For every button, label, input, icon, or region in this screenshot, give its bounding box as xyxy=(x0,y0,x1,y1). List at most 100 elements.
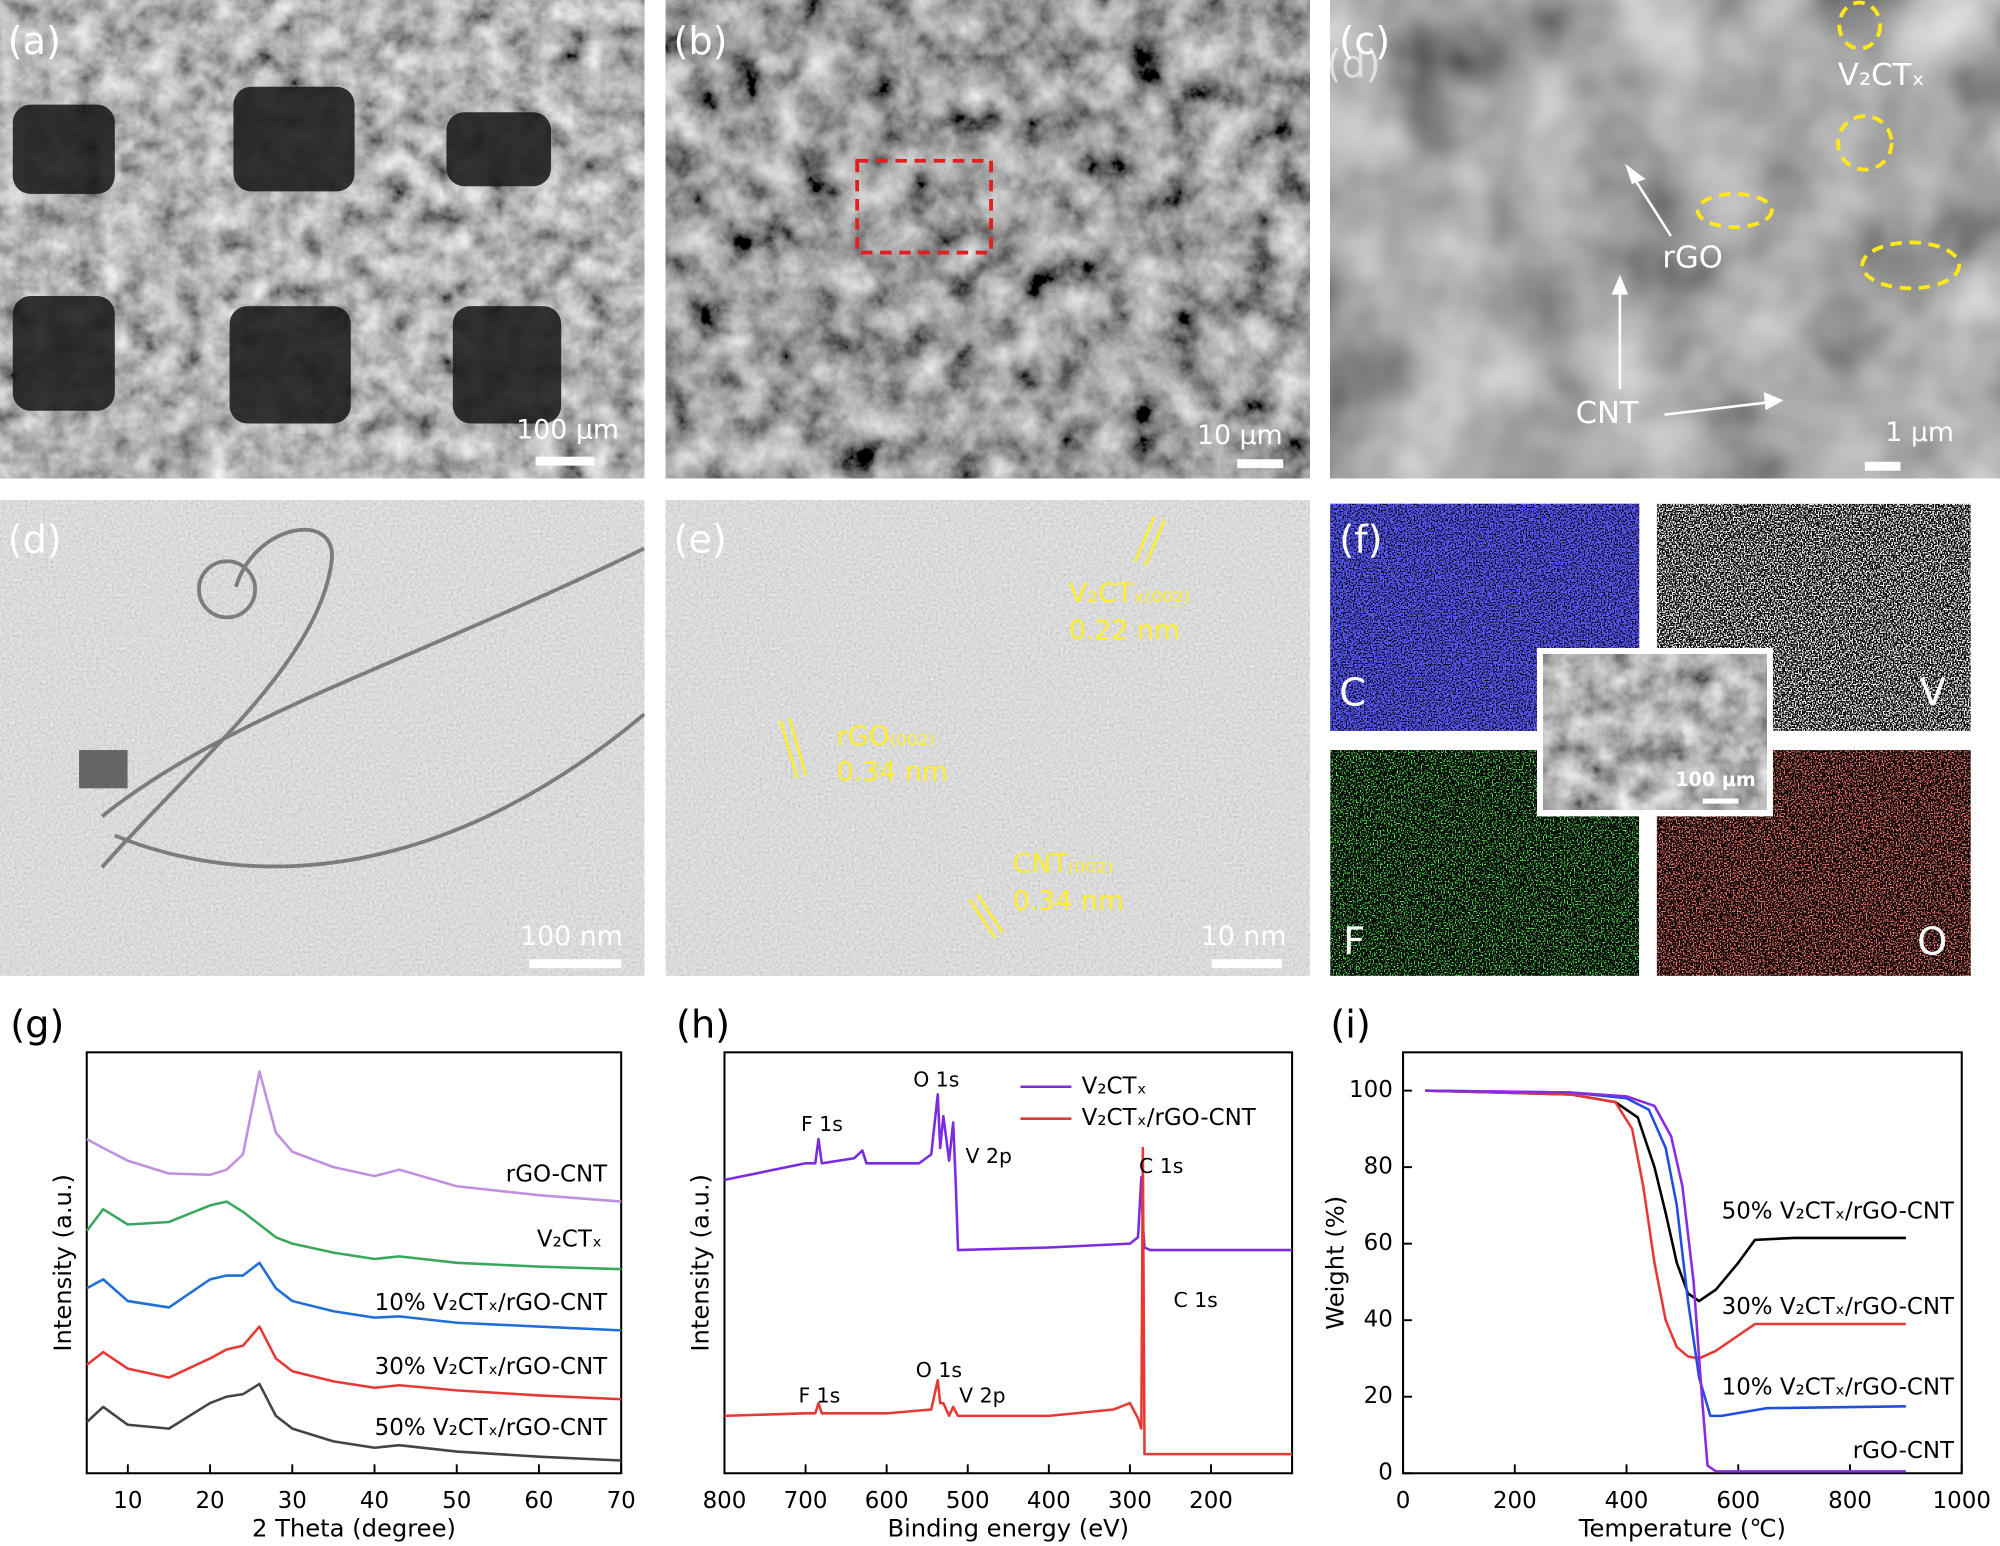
scale-bar xyxy=(1864,461,1901,471)
annotation: 0.22 nm xyxy=(1069,615,1180,646)
particle xyxy=(79,750,128,789)
map-label: O xyxy=(1917,919,1947,964)
series-label: V₂CTₓ xyxy=(537,1226,602,1252)
data-line xyxy=(1425,1089,1906,1303)
x-tick-label: 60 xyxy=(524,1488,553,1514)
panel-label: (a) xyxy=(8,19,61,64)
annotation: F 1s xyxy=(798,1384,840,1408)
data-line xyxy=(85,1325,622,1401)
annotation: F 1s xyxy=(801,1112,843,1136)
zoom-box xyxy=(855,158,993,255)
y-tick-label: 100 xyxy=(1349,1077,1393,1103)
inset-image xyxy=(1543,654,1767,810)
annotation: V₂CTₓ₍₀₀₂₎ xyxy=(1069,578,1190,609)
plot-frame xyxy=(85,1051,623,1475)
pores xyxy=(12,86,562,424)
scale-bar xyxy=(1237,459,1284,469)
annotation: 0.34 nm xyxy=(837,756,948,787)
x-axis-title: Binding energy (eV) xyxy=(887,1514,1129,1542)
scale-bar-label: 100 µm xyxy=(1675,768,1756,791)
data-line xyxy=(86,1070,622,1203)
scale-bar-label: 10 µm xyxy=(1197,420,1283,451)
series-label: 50% V₂CTₓ/rGO-CNT xyxy=(375,1415,608,1441)
map-label: V xyxy=(1920,671,1946,716)
x-tick-label: 300 xyxy=(1108,1488,1152,1514)
panel-label: (g) xyxy=(10,1002,64,1047)
panel-label: (f) xyxy=(1339,518,1382,563)
x-tick-label: 1000 xyxy=(1933,1488,1991,1514)
sem-image xyxy=(665,0,1310,479)
data-line xyxy=(1425,1089,1906,1360)
nanotubes xyxy=(100,527,646,869)
panel-e: (e) V₂CTₓ₍₀₀₂₎ 0.22 nm rGO₍₀₀₂₎ 0.34 nm … xyxy=(665,500,1310,976)
series-label: 10% V₂CTₓ/rGO-CNT xyxy=(1722,1374,1955,1400)
data-line xyxy=(1425,1089,1906,1473)
panel-a: (a) 100 µm xyxy=(0,0,645,479)
scale-bar xyxy=(529,959,622,969)
series-label: 30% V₂CTₓ/rGO-CNT xyxy=(375,1354,608,1380)
panel-label: (d) xyxy=(8,518,62,563)
annotation: CNT₍₀₀₂₎ xyxy=(1013,848,1113,879)
panel-d: (d) 100 nm xyxy=(0,500,646,976)
series-label: rGO-CNT xyxy=(506,1161,608,1187)
x-tick-label: 200 xyxy=(1493,1488,1537,1514)
x-tick-label: 500 xyxy=(946,1488,990,1514)
annotation: C 1s xyxy=(1139,1154,1183,1178)
panel-label: (i) xyxy=(1330,1002,1370,1047)
x-tick-label: 400 xyxy=(1027,1488,1071,1514)
arrows xyxy=(1611,163,1784,416)
y-axis-title: Intensity (a.u.) xyxy=(687,1174,715,1352)
data-line xyxy=(85,1382,622,1462)
panel-f: (f) C V F O 100 µm xyxy=(1330,503,1971,976)
data-line xyxy=(724,1146,1293,1456)
annotation: O 1s xyxy=(913,1067,959,1091)
x-tick-label: 30 xyxy=(278,1488,307,1514)
x-tick-label: 200 xyxy=(1189,1488,1233,1514)
scale-bar-label: 100 µm xyxy=(516,415,619,446)
x-tick-label: 10 xyxy=(113,1488,142,1514)
lattice-lines xyxy=(779,516,1166,939)
x-tick-label: 50 xyxy=(442,1488,471,1514)
x-tick-label: 70 xyxy=(607,1488,636,1514)
x-tick-label: 800 xyxy=(1828,1488,1872,1514)
legend-label: V₂CTₓ/rGO-CNT xyxy=(1082,1105,1257,1131)
x-tick-label: 0 xyxy=(1396,1488,1411,1514)
data-line xyxy=(86,1261,622,1332)
scale-bar xyxy=(535,456,595,466)
series-label: rGO-CNT xyxy=(1853,1438,1955,1464)
x-axis-title: 2 Theta (degree) xyxy=(252,1514,456,1542)
annotation: C 1s xyxy=(1173,1288,1217,1312)
y-tick-label: 60 xyxy=(1364,1230,1393,1256)
scale-bar-label: 10 nm xyxy=(1201,921,1287,952)
annotation: V 2p xyxy=(959,1384,1005,1408)
annotation: V 2p xyxy=(966,1144,1012,1168)
panel-label: (h) xyxy=(676,1002,730,1047)
series-label: 10% V₂CTₓ/rGO-CNT xyxy=(375,1290,608,1316)
x-tick-label: 700 xyxy=(784,1488,828,1514)
y-tick-label: 0 xyxy=(1378,1460,1393,1486)
legend-label: V₂CTₓ xyxy=(1082,1073,1147,1099)
x-tick-label: 400 xyxy=(1605,1488,1649,1514)
panel-label: (b) xyxy=(673,19,727,64)
map-label: F xyxy=(1343,919,1365,964)
x-tick-label: 20 xyxy=(195,1488,224,1514)
panel-label: (e) xyxy=(673,518,726,563)
v2ctx-markers xyxy=(1695,0,1962,291)
x-tick-label: 600 xyxy=(1716,1488,1760,1514)
plot-frame xyxy=(723,1051,1294,1475)
scale-bar-label: 100 nm xyxy=(520,921,623,952)
panel-b: (b) 10 µm xyxy=(665,0,1310,479)
x-tick-label: 40 xyxy=(360,1488,389,1514)
annotation: O 1s xyxy=(916,1358,962,1382)
tem-image xyxy=(665,500,1310,976)
y-tick-label: 80 xyxy=(1364,1154,1393,1180)
series-label: 30% V₂CTₓ/rGO-CNT xyxy=(1722,1294,1955,1320)
x-axis-title: Temperature (℃) xyxy=(1578,1514,1786,1542)
scale-bar-label: 1 µm xyxy=(1885,417,1954,448)
annotation: 0.34 nm xyxy=(1013,885,1124,916)
sem-image xyxy=(1330,0,2000,479)
y-tick-label: 40 xyxy=(1364,1307,1393,1333)
y-tick-label: 20 xyxy=(1364,1383,1393,1409)
